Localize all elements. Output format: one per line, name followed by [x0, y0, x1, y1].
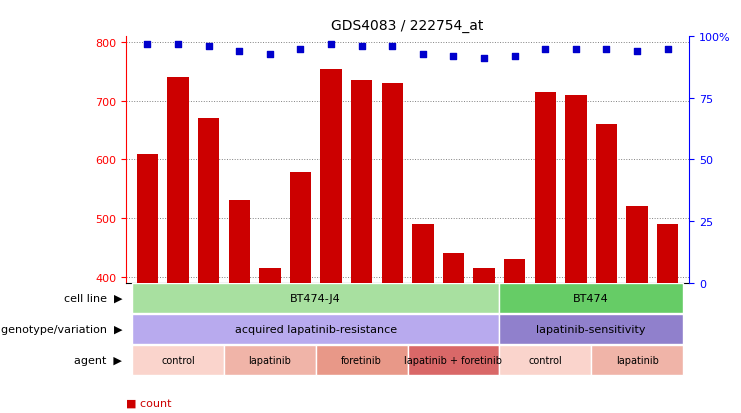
Point: [386, 44, 398, 50]
Bar: [228, 201, 250, 413]
Point: [325, 41, 337, 48]
Text: control: control: [528, 355, 562, 366]
Point: [478, 56, 490, 63]
Bar: [473, 268, 495, 413]
Text: BT474: BT474: [574, 293, 609, 304]
Text: lapatinib + foretinib: lapatinib + foretinib: [405, 355, 502, 366]
Text: control: control: [161, 355, 195, 366]
Point: [356, 44, 368, 50]
Point: [417, 51, 429, 58]
FancyBboxPatch shape: [499, 345, 591, 375]
FancyBboxPatch shape: [591, 345, 683, 375]
Text: cell line  ▶: cell line ▶: [64, 293, 122, 304]
Text: ■ percentile rank within the sample: ■ percentile rank within the sample: [126, 412, 328, 413]
Bar: [136, 154, 158, 413]
FancyBboxPatch shape: [408, 345, 499, 375]
Point: [264, 51, 276, 58]
Bar: [443, 254, 464, 413]
Text: agent  ▶: agent ▶: [74, 355, 122, 366]
Text: lapatinib: lapatinib: [248, 355, 291, 366]
Bar: [565, 96, 587, 413]
Bar: [626, 207, 648, 413]
Point: [448, 54, 459, 60]
FancyBboxPatch shape: [499, 315, 683, 344]
Text: foretinib: foretinib: [341, 355, 382, 366]
Text: BT474-J4: BT474-J4: [290, 293, 341, 304]
Point: [294, 46, 306, 53]
Bar: [320, 69, 342, 413]
Text: genotype/variation  ▶: genotype/variation ▶: [1, 324, 122, 335]
Text: lapatinib: lapatinib: [616, 355, 659, 366]
Bar: [198, 119, 219, 413]
Point: [172, 41, 184, 48]
Point: [142, 41, 153, 48]
Bar: [351, 81, 373, 413]
Point: [600, 46, 612, 53]
FancyBboxPatch shape: [132, 315, 499, 344]
Text: acquired lapatinib-resistance: acquired lapatinib-resistance: [235, 324, 396, 335]
Bar: [412, 224, 433, 413]
Bar: [534, 93, 556, 413]
Title: GDS4083 / 222754_at: GDS4083 / 222754_at: [331, 19, 484, 33]
FancyBboxPatch shape: [132, 345, 224, 375]
FancyBboxPatch shape: [316, 345, 408, 375]
Bar: [382, 84, 403, 413]
FancyBboxPatch shape: [132, 283, 499, 313]
Bar: [259, 268, 281, 413]
Point: [662, 46, 674, 53]
Text: ■ count: ■ count: [126, 398, 171, 408]
Point: [539, 46, 551, 53]
FancyBboxPatch shape: [499, 283, 683, 313]
Point: [570, 46, 582, 53]
Bar: [290, 173, 311, 413]
Text: lapatinib-sensitivity: lapatinib-sensitivity: [536, 324, 646, 335]
Point: [203, 44, 215, 50]
Point: [233, 49, 245, 55]
Bar: [504, 259, 525, 413]
Bar: [657, 224, 679, 413]
Point: [631, 49, 643, 55]
Bar: [596, 125, 617, 413]
Bar: [167, 78, 189, 413]
Point: [509, 54, 521, 60]
FancyBboxPatch shape: [224, 345, 316, 375]
